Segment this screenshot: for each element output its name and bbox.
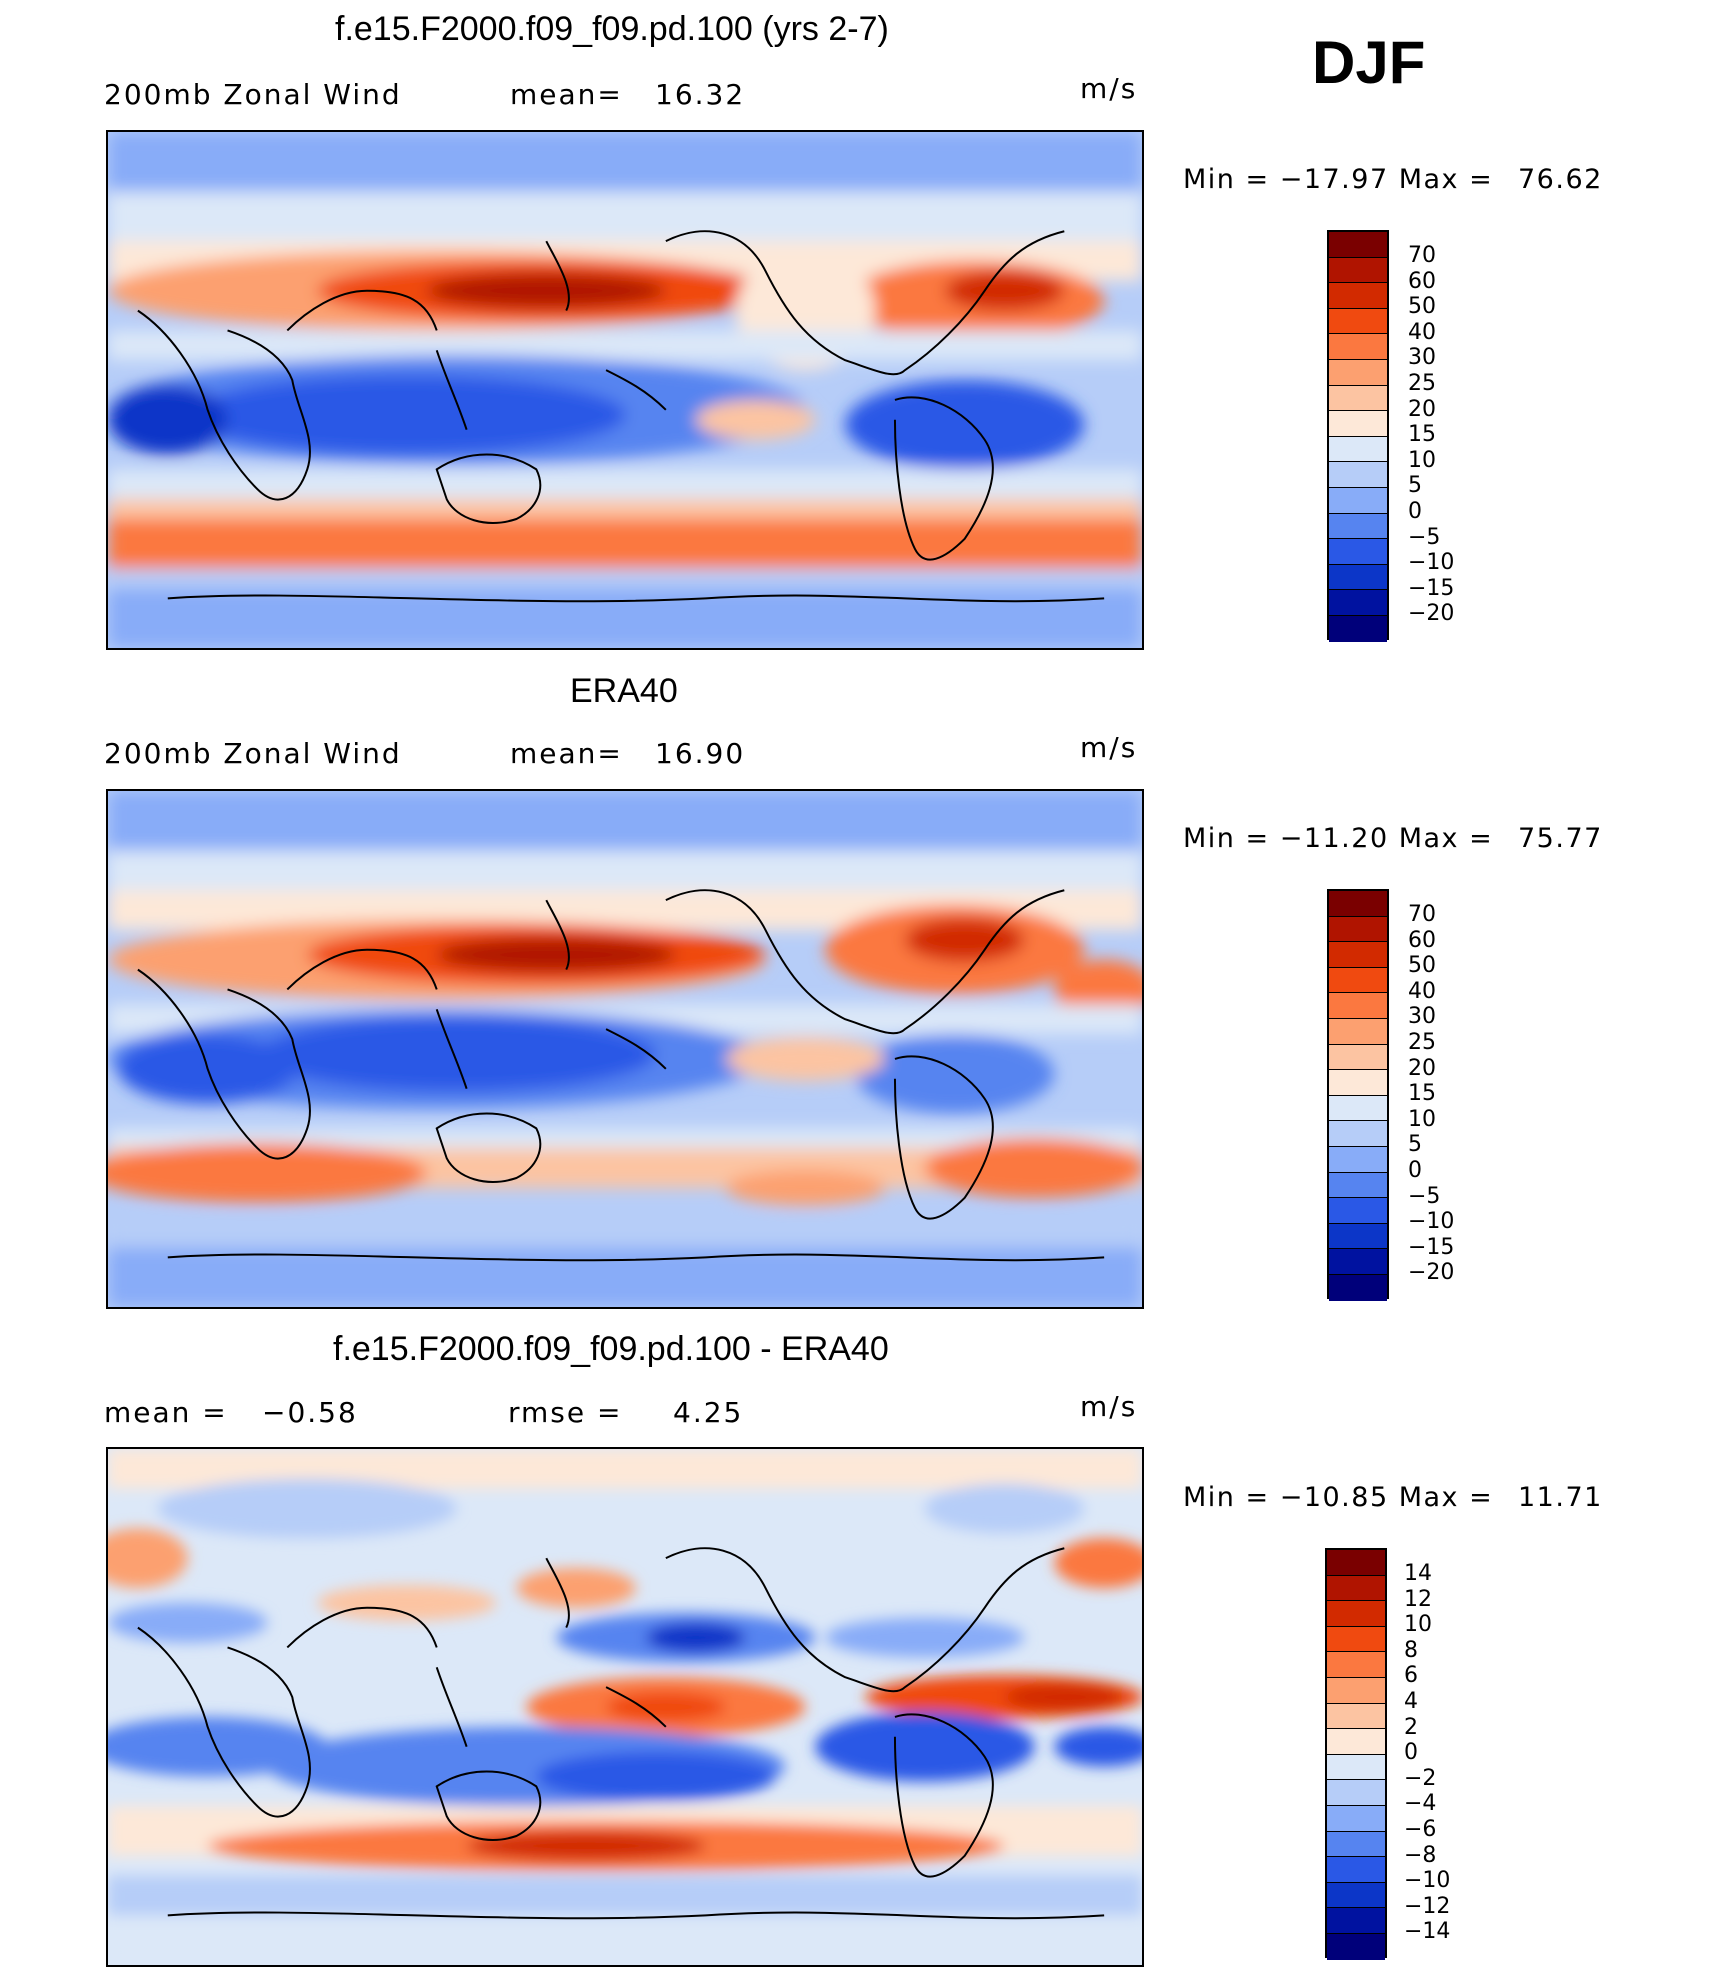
panel2-cbar-label: 70 bbox=[1408, 902, 1436, 927]
panel1-units: m/s bbox=[1080, 72, 1138, 105]
panel1-coastlines bbox=[137, 230, 1105, 603]
panel3-cbar-label: −14 bbox=[1404, 1919, 1451, 1945]
panel1-cbar-label: 0 bbox=[1408, 499, 1422, 524]
panel3-colorbar-labels: 14 12 10 8 6 4 2 0 −2 −4 −6 −8 −10 −12 −… bbox=[1404, 1561, 1494, 1961]
panel3-cbar-label: −12 bbox=[1404, 1893, 1451, 1919]
panel3-cbar-label: −4 bbox=[1404, 1791, 1437, 1817]
panel1-cbar-label: 20 bbox=[1408, 396, 1436, 422]
panel3-cbar-label: 6 bbox=[1404, 1663, 1418, 1689]
panel3-units: m/s bbox=[1080, 1390, 1138, 1423]
panel3-cbar-label: −2 bbox=[1404, 1765, 1437, 1791]
panel2-cbar-label: 10 bbox=[1408, 1106, 1436, 1132]
panel1-variable-label: 200mb Zonal Wind bbox=[104, 78, 402, 111]
panel2-mean-value: 16.90 bbox=[655, 737, 746, 770]
panel2-cbar-label: −10 bbox=[1408, 1209, 1455, 1235]
panel3-contour-field bbox=[108, 1449, 1142, 1965]
panel3-mean-label: mean = bbox=[104, 1396, 228, 1429]
panel1-title: f.e15.F2000.f09_f09.pd.100 (yrs 2-7) bbox=[335, 10, 889, 48]
panel2-cbar-label: 30 bbox=[1408, 1004, 1436, 1030]
panel2-colorbar-labels: 70 60 50 40 30 25 20 15 10 5 0 −5 −10 −1… bbox=[1408, 902, 1498, 1302]
panel1-cbar-label: 70 bbox=[1408, 243, 1436, 268]
panel2-cbar-label: −20 bbox=[1408, 1260, 1455, 1286]
panel3-cbar-label: −10 bbox=[1404, 1868, 1451, 1894]
panel1-cbar-label: −20 bbox=[1408, 601, 1455, 627]
panel2-cbar-label: 25 bbox=[1408, 1030, 1436, 1055]
panel1-cbar-label: 60 bbox=[1408, 268, 1436, 294]
panel1-cbar-label: −5 bbox=[1408, 524, 1441, 550]
panel3-cbar-label: 12 bbox=[1404, 1586, 1432, 1612]
panel3-cbar-label: 14 bbox=[1404, 1561, 1432, 1586]
panel2-max-value: 75.77 bbox=[1518, 823, 1603, 854]
panel1-min-max-label: Min = −17.97 Max = bbox=[1183, 164, 1494, 195]
panel3-rmse-label: rmse = bbox=[508, 1396, 623, 1429]
panel2-cbar-label: 20 bbox=[1408, 1055, 1436, 1081]
panel1-cbar-label: 25 bbox=[1408, 371, 1436, 396]
panel1-cbar-label: 10 bbox=[1408, 447, 1436, 473]
panel2-coastlines bbox=[137, 889, 1105, 1262]
panel1-cbar-label: 5 bbox=[1408, 473, 1422, 499]
panel2-cbar-label: 15 bbox=[1408, 1081, 1436, 1107]
panel1-map bbox=[106, 130, 1144, 650]
panel3-mean-value: −0.58 bbox=[262, 1396, 358, 1429]
panel3-cbar-label: 4 bbox=[1404, 1689, 1418, 1714]
panel1-cbar-label: 15 bbox=[1408, 422, 1436, 448]
panel2-cbar-label: 5 bbox=[1408, 1132, 1422, 1158]
panel2-map bbox=[106, 789, 1144, 1309]
panel3-max-value: 11.71 bbox=[1518, 1482, 1603, 1513]
panel3-coastlines bbox=[137, 1547, 1105, 1920]
panel1-colorbar bbox=[1327, 230, 1389, 642]
panel2-units: m/s bbox=[1080, 731, 1138, 764]
panel2-cbar-label: 0 bbox=[1408, 1158, 1422, 1183]
panel1-cbar-label: 30 bbox=[1408, 345, 1436, 371]
panel1-mean-label: mean= bbox=[510, 78, 623, 111]
panel1-max-value: 76.62 bbox=[1518, 164, 1603, 195]
panel3-map bbox=[106, 1447, 1144, 1967]
panel2-colorbar bbox=[1327, 889, 1389, 1301]
panel1-cbar-label: −10 bbox=[1408, 550, 1455, 576]
panel2-cbar-label: 50 bbox=[1408, 953, 1436, 979]
panel2-contour-field bbox=[108, 791, 1142, 1307]
panel2-cbar-label: 40 bbox=[1408, 978, 1436, 1004]
panel2-variable-label: 200mb Zonal Wind bbox=[104, 737, 402, 770]
season-label: DJF bbox=[1312, 29, 1426, 96]
panel1-cbar-label: 50 bbox=[1408, 294, 1436, 320]
panel3-min-max-label: Min = −10.85 Max = bbox=[1183, 1482, 1494, 1513]
panel2-cbar-label: 60 bbox=[1408, 927, 1436, 953]
panel2-title: ERA40 bbox=[570, 672, 678, 710]
panel3-rmse-value: 4.25 bbox=[673, 1396, 744, 1429]
panel2-cbar-label: −15 bbox=[1408, 1234, 1455, 1260]
panel3-cbar-label: −8 bbox=[1404, 1842, 1437, 1868]
panel3-cbar-label: 0 bbox=[1404, 1740, 1418, 1766]
panel1-mean-value: 16.32 bbox=[655, 78, 746, 111]
panel2-cbar-label: −5 bbox=[1408, 1183, 1441, 1209]
panel2-min-max-label: Min = −11.20 Max = bbox=[1183, 823, 1494, 854]
panel1-contour-field bbox=[108, 132, 1142, 648]
panel3-cbar-label: 2 bbox=[1404, 1714, 1418, 1740]
panel3-cbar-label: 8 bbox=[1404, 1637, 1418, 1663]
panel3-colorbar bbox=[1325, 1548, 1387, 1960]
panel1-colorbar-labels: 70 60 50 40 30 25 20 15 10 5 0 −5 −10 −1… bbox=[1408, 243, 1498, 643]
panel1-cbar-label: −15 bbox=[1408, 575, 1455, 601]
panel3-cbar-label: 10 bbox=[1404, 1612, 1432, 1638]
panel2-mean-label: mean= bbox=[510, 737, 623, 770]
panel3-title: f.e15.F2000.f09_f09.pd.100 - ERA40 bbox=[333, 1330, 889, 1368]
panel1-cbar-label: 40 bbox=[1408, 319, 1436, 345]
panel3-cbar-label: −6 bbox=[1404, 1817, 1437, 1842]
